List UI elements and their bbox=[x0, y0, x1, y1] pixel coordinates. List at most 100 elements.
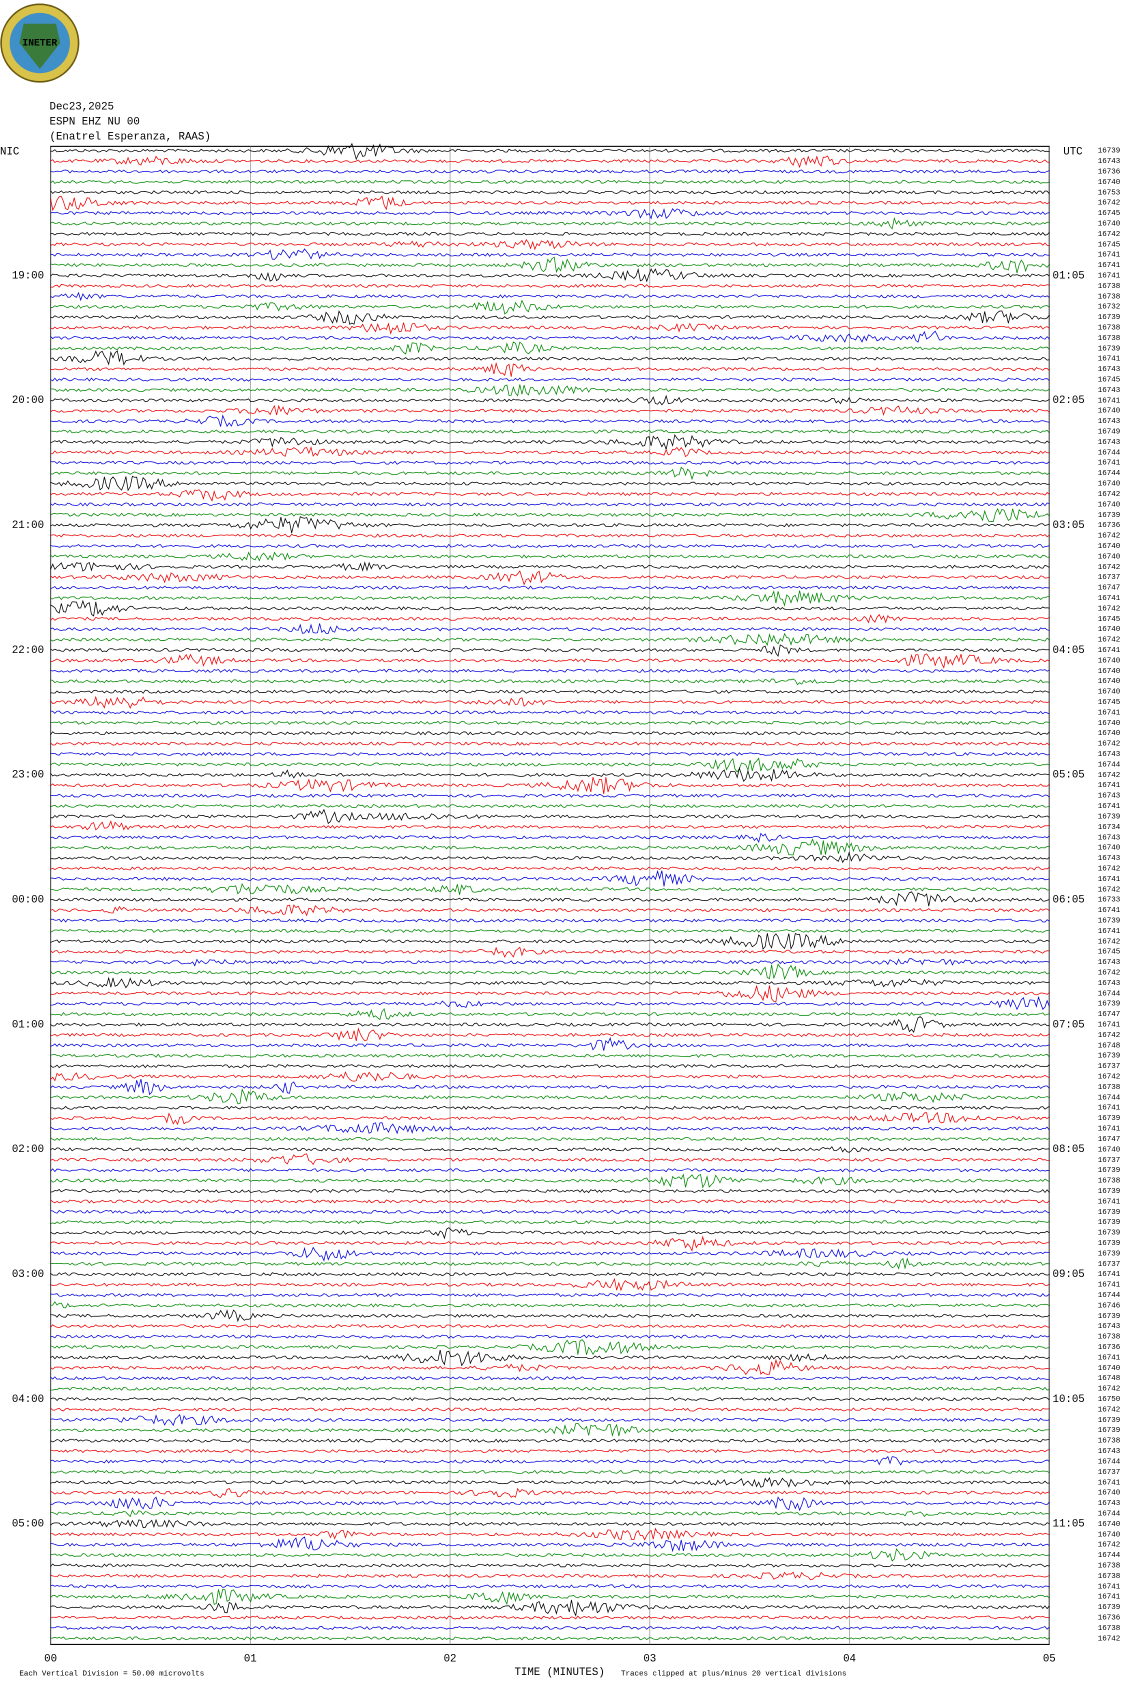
trace bbox=[50, 384, 1050, 397]
trace-count: 16737 bbox=[1098, 574, 1121, 582]
trace-count: 16739 bbox=[1098, 1604, 1121, 1612]
trace bbox=[50, 1136, 1050, 1142]
x-tick-label: 02 bbox=[444, 1653, 457, 1665]
trace-count: 16741 bbox=[1098, 876, 1121, 884]
trace bbox=[50, 1518, 1050, 1529]
trace-count: 16743 bbox=[1098, 793, 1121, 801]
trace bbox=[50, 1309, 1050, 1323]
x-axis-label: TIME (MINUTES) bbox=[514, 1667, 604, 1679]
trace-count: 16741 bbox=[1098, 460, 1121, 468]
trace-count: 16745 bbox=[1098, 949, 1121, 957]
trace bbox=[50, 777, 1050, 795]
trace bbox=[50, 507, 1050, 523]
trace bbox=[50, 1272, 1050, 1277]
trace bbox=[50, 433, 1050, 451]
trace bbox=[50, 466, 1050, 481]
trace-count: 16742 bbox=[1098, 865, 1121, 873]
trace bbox=[50, 1209, 1050, 1214]
trace bbox=[50, 918, 1050, 923]
trace-count: 16741 bbox=[1098, 262, 1121, 270]
trace-count: 16740 bbox=[1098, 408, 1121, 416]
trace bbox=[50, 516, 1050, 534]
trace-count: 16736 bbox=[1098, 168, 1121, 176]
trace bbox=[50, 350, 1050, 366]
station: ESPN EHZ NU 00 bbox=[50, 116, 140, 128]
trace bbox=[50, 502, 1050, 507]
trace bbox=[50, 678, 1050, 686]
right-hour: 09:05 bbox=[1053, 1269, 1085, 1281]
trace bbox=[50, 741, 1050, 746]
trace-count: 16742 bbox=[1098, 491, 1121, 499]
trace-count: 16747 bbox=[1098, 585, 1121, 593]
trace bbox=[50, 932, 1050, 950]
trace bbox=[50, 599, 1050, 617]
trace-count: 16739 bbox=[1098, 1188, 1121, 1196]
trace-count: 16738 bbox=[1098, 325, 1121, 333]
x-tick-label: 00 bbox=[44, 1653, 57, 1665]
trace-count: 16745 bbox=[1098, 699, 1121, 707]
trace-count: 16740 bbox=[1098, 657, 1121, 665]
trace-count: 16741 bbox=[1098, 397, 1121, 405]
trace bbox=[50, 238, 1050, 251]
trace-count: 16745 bbox=[1098, 241, 1121, 249]
trace bbox=[50, 142, 1050, 161]
x-tick-label: 04 bbox=[843, 1653, 856, 1665]
trace-count: 16737 bbox=[1098, 1469, 1121, 1477]
trace-count: 16743 bbox=[1098, 366, 1121, 374]
trace-count: 16743 bbox=[1098, 1323, 1121, 1331]
logo-text: INETER bbox=[22, 38, 57, 49]
trace-count: 16740 bbox=[1098, 179, 1121, 187]
trace bbox=[50, 1509, 1050, 1518]
trace bbox=[50, 179, 1050, 184]
trace-count: 16741 bbox=[1098, 1282, 1121, 1290]
trace bbox=[50, 216, 1050, 230]
left-hour: 22:00 bbox=[12, 645, 44, 657]
trace bbox=[50, 1413, 1050, 1427]
trace bbox=[50, 283, 1050, 288]
trace bbox=[50, 869, 1050, 887]
trace bbox=[50, 946, 1050, 958]
trace-count: 16742 bbox=[1098, 1032, 1121, 1040]
trace-count: 16743 bbox=[1098, 439, 1121, 447]
trace-count: 16745 bbox=[1098, 377, 1121, 385]
trace bbox=[50, 928, 1050, 933]
trace bbox=[50, 1469, 1050, 1474]
trace-count: 16736 bbox=[1098, 1615, 1121, 1623]
trace bbox=[50, 533, 1050, 538]
trace-count: 16743 bbox=[1098, 418, 1121, 426]
trace-count: 16739 bbox=[1098, 1053, 1121, 1061]
trace bbox=[50, 414, 1050, 428]
trace-count: 16738 bbox=[1098, 1438, 1121, 1446]
trace bbox=[50, 623, 1050, 634]
trace-count: 16741 bbox=[1098, 1594, 1121, 1602]
trace-count: 16743 bbox=[1098, 751, 1121, 759]
trace bbox=[50, 1571, 1050, 1581]
trace bbox=[50, 1407, 1050, 1412]
right-hour: 10:05 bbox=[1053, 1394, 1085, 1406]
trace bbox=[50, 984, 1050, 1003]
trace-count: 16740 bbox=[1098, 720, 1121, 728]
trace bbox=[50, 1199, 1050, 1204]
trace-count: 16740 bbox=[1098, 730, 1121, 738]
left-hour: 01:00 bbox=[12, 1019, 44, 1031]
trace-count: 16746 bbox=[1098, 1302, 1121, 1310]
trace bbox=[50, 1301, 1050, 1309]
trace-count: 16739 bbox=[1098, 813, 1121, 821]
left-hour: 19:00 bbox=[12, 270, 44, 282]
trace-count: 16742 bbox=[1098, 1386, 1121, 1394]
trace-count: 16741 bbox=[1098, 1271, 1121, 1279]
trace bbox=[50, 489, 1050, 502]
trace bbox=[50, 1422, 1050, 1437]
trace-count: 16742 bbox=[1098, 637, 1121, 645]
trace-count: 16742 bbox=[1098, 741, 1121, 749]
trace-count: 16744 bbox=[1098, 1292, 1121, 1300]
trace bbox=[50, 1153, 1050, 1166]
trace-count: 16745 bbox=[1098, 616, 1121, 624]
trace-count: 16749 bbox=[1098, 429, 1121, 437]
trace bbox=[50, 613, 1050, 624]
trace bbox=[50, 561, 1050, 572]
trace bbox=[50, 1599, 1050, 1617]
trace-count: 16744 bbox=[1098, 761, 1121, 769]
trace bbox=[50, 155, 1050, 169]
trace-count: 16741 bbox=[1098, 1022, 1121, 1030]
